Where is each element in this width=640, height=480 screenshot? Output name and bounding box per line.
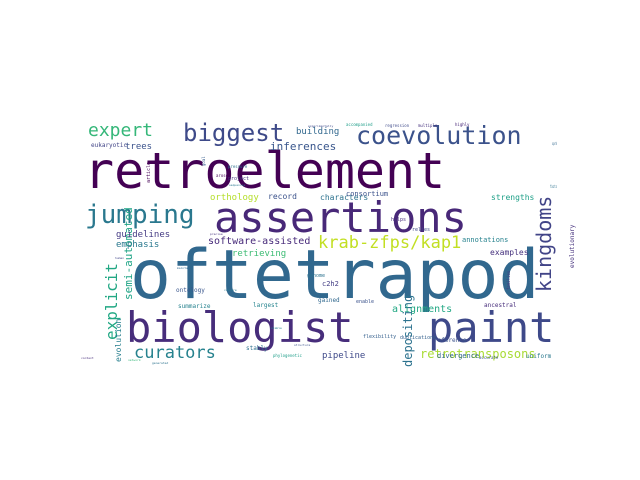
word-cloud-word: examples: [490, 248, 529, 257]
word-cloud-word: largest: [253, 302, 279, 309]
word-cloud-word: relies: [412, 227, 430, 233]
word-cloud-word: inferences: [270, 140, 336, 153]
word-cloud-word: highly: [455, 122, 470, 127]
word-cloud-word: ancestral: [484, 302, 517, 309]
word-cloud-word: stably: [246, 345, 268, 352]
word-cloud-word: pressure: [228, 164, 248, 169]
word-cloud-word: phylogenetic: [273, 353, 302, 358]
word-cloud-word: biologist: [126, 303, 354, 352]
word-cloud-word: arose: [216, 173, 229, 178]
word-cloud-word: facts: [550, 184, 557, 189]
word-cloud-word: precise: [210, 232, 223, 236]
word-cloud-word: biggest: [183, 119, 284, 147]
word-cloud-word: characters: [320, 193, 368, 202]
word-cloud-word: multiple: [418, 123, 438, 128]
word-cloud-word: retroelement: [84, 142, 445, 200]
word-cloud-word: kingdoms: [532, 196, 556, 292]
word-cloud-word: compare: [224, 288, 237, 292]
word-cloud-word: evolution: [114, 318, 123, 362]
word-cloud-word: eukaryotic: [91, 142, 128, 149]
word-cloud-word: pipeline: [322, 351, 365, 361]
word-cloud-word: consortium: [346, 190, 388, 198]
word-cloud-word: krab-zfps/kap1: [318, 233, 461, 253]
word-cloud-word: regression: [385, 123, 410, 128]
word-cloud-word: helps: [391, 217, 406, 223]
word-cloud-word: experimentally: [308, 124, 333, 128]
word-cloud-word: strengths: [491, 193, 535, 202]
word-cloud-word: orthology: [210, 193, 259, 203]
cloud-canvas: [80, 120, 560, 360]
word-cloud-word: flexibility: [363, 334, 396, 340]
word-cloud-word: depositing: [401, 295, 415, 367]
word-cloud-word: families: [506, 270, 511, 290]
word-cloud-word: project: [228, 176, 249, 182]
word-cloud-word: maintains: [177, 266, 193, 270]
word-cloud-word: gained: [318, 297, 340, 304]
word-cloud-word: expert: [88, 120, 153, 141]
word-cloud-word: guidelines: [116, 230, 170, 240]
word-cloud-word: annotations: [462, 236, 508, 244]
word-cloud-word: semi-automated: [122, 207, 135, 300]
word-cloud-word: network: [128, 358, 141, 362]
word-cloud-word: paint: [428, 303, 554, 352]
word-cloud-word: ontology: [176, 287, 205, 294]
word-cloud-word: trees: [125, 142, 152, 152]
word-cloud-word: building: [296, 127, 339, 137]
word-cloud-word: coevolution: [356, 121, 522, 150]
word-cloud-word: context: [81, 356, 94, 360]
word-cloud-word: retrieving: [232, 249, 286, 259]
word-cloud-word: goal: [201, 156, 206, 166]
word-cloud-word: summarize: [178, 303, 211, 310]
word-cloud-word: c2h2: [322, 280, 339, 288]
word-cloud-word: duplications: [400, 335, 436, 341]
word-cloud-word: retrotransposons: [420, 347, 536, 361]
word-cloud-word: evolutionary: [569, 224, 576, 268]
word-cloud-word: accompanied: [346, 122, 373, 127]
word-cloud-word: reference: [434, 337, 467, 344]
word-cloud-word: supported: [552, 141, 557, 146]
word-cloud-word: sequences: [229, 183, 245, 187]
word-cloud-word: explicit: [102, 263, 121, 340]
word-cloud-word: alignments: [392, 304, 452, 315]
word-cloud-word: enable: [356, 299, 374, 305]
word-cloud-word: jumping: [85, 200, 195, 230]
word-cloud-word: divergence: [437, 352, 479, 360]
word-cloud-word: oftetrapod: [130, 236, 539, 315]
word-cloud-word: accurate: [479, 355, 499, 360]
word-cloud-word: human: [115, 256, 124, 260]
word-cloud-word: article: [146, 162, 152, 183]
word-cloud-word: generated: [152, 361, 168, 365]
word-cloud-word: record: [268, 192, 297, 201]
word-cloud-word: curators: [134, 343, 216, 363]
word-cloud-word: genome: [307, 273, 325, 279]
word-cloud-word: software-assisted: [208, 236, 310, 247]
word-cloud-word: structure: [294, 343, 310, 347]
word-cloud-word: emphasis: [116, 240, 159, 250]
word-cloud-word: assertions: [214, 193, 467, 242]
word-cloud-word: uniform: [526, 353, 552, 360]
word-cloud-word: stable: [271, 326, 282, 330]
